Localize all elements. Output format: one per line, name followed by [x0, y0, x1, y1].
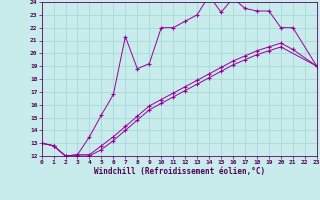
- X-axis label: Windchill (Refroidissement éolien,°C): Windchill (Refroidissement éolien,°C): [94, 167, 265, 176]
